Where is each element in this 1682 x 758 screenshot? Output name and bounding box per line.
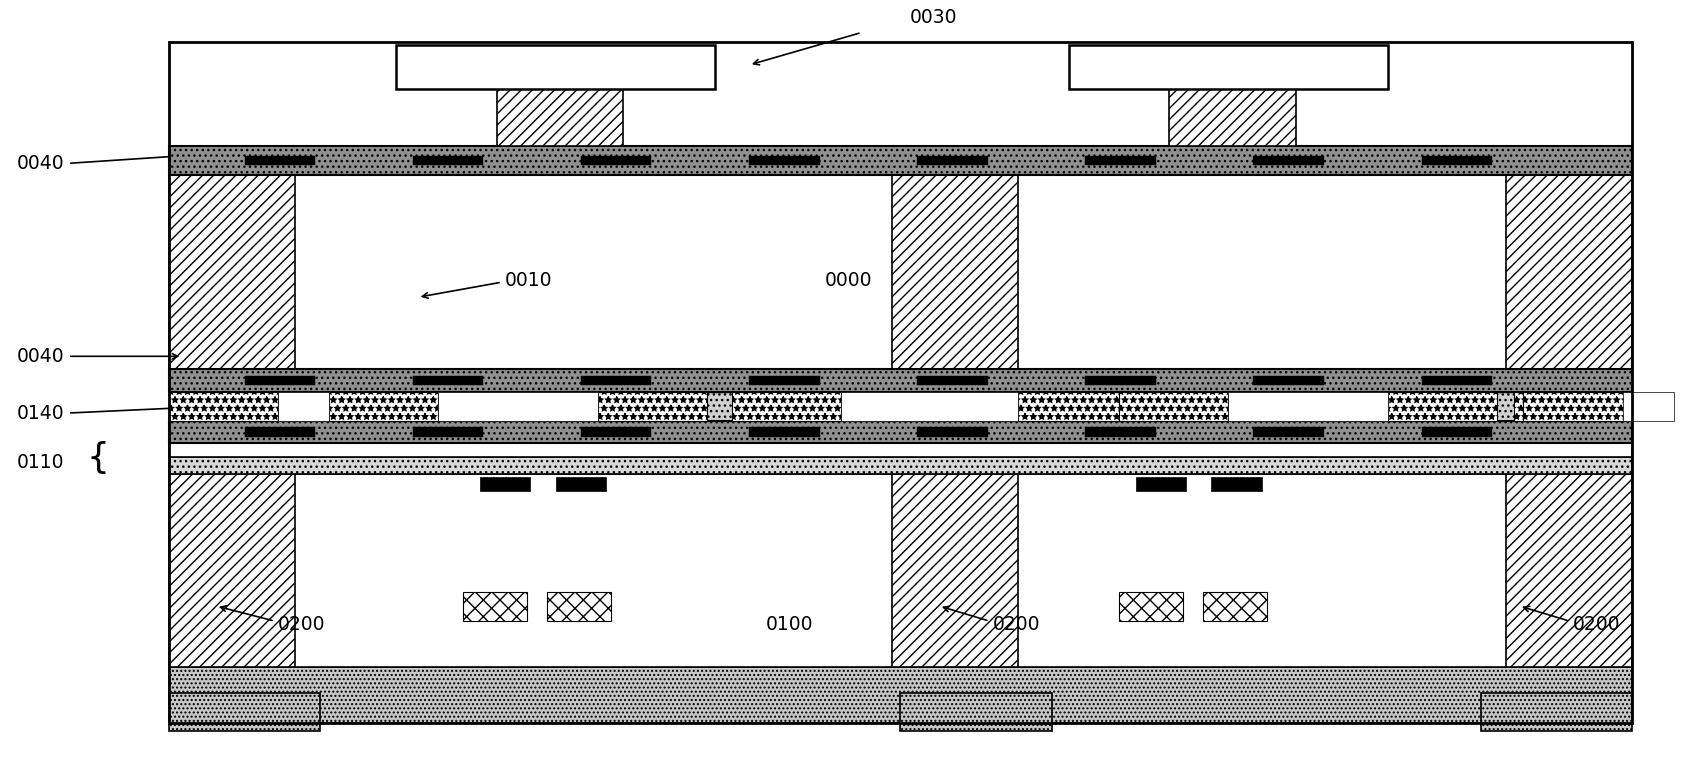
Bar bbox=[917, 376, 987, 385]
Bar bbox=[555, 478, 606, 491]
Bar bbox=[748, 428, 819, 437]
Bar bbox=[891, 174, 1018, 369]
Bar bbox=[244, 428, 315, 437]
Bar bbox=[580, 156, 651, 165]
Bar bbox=[244, 376, 315, 385]
Bar bbox=[412, 156, 483, 165]
Text: 0110: 0110 bbox=[17, 453, 64, 471]
Text: 0010: 0010 bbox=[505, 271, 552, 290]
Bar bbox=[900, 693, 1051, 731]
Bar bbox=[278, 392, 328, 421]
Bar bbox=[597, 392, 706, 421]
Bar bbox=[917, 156, 987, 165]
Bar bbox=[547, 592, 611, 621]
Bar bbox=[580, 428, 651, 437]
Bar bbox=[1068, 45, 1388, 89]
Bar bbox=[168, 392, 1632, 421]
Bar bbox=[1388, 392, 1497, 421]
Bar bbox=[748, 376, 819, 385]
Bar bbox=[1211, 478, 1262, 491]
Bar bbox=[1135, 478, 1186, 491]
Bar bbox=[168, 443, 1632, 457]
Bar bbox=[1421, 156, 1492, 165]
Bar bbox=[328, 392, 437, 421]
Bar bbox=[1514, 392, 1623, 421]
Bar bbox=[168, 369, 1632, 392]
Bar bbox=[917, 428, 987, 437]
Bar bbox=[168, 474, 294, 666]
Text: 0030: 0030 bbox=[910, 8, 957, 27]
Bar bbox=[1253, 156, 1324, 165]
Bar bbox=[395, 45, 715, 89]
Bar bbox=[1085, 428, 1156, 437]
Text: 0200: 0200 bbox=[278, 615, 325, 634]
Bar bbox=[1253, 428, 1324, 437]
Bar bbox=[168, 421, 1632, 443]
Bar bbox=[1421, 376, 1492, 385]
Bar bbox=[412, 428, 483, 437]
Bar bbox=[412, 376, 483, 385]
Bar bbox=[168, 666, 1632, 723]
Bar bbox=[1253, 376, 1324, 385]
Bar bbox=[168, 474, 1632, 666]
Bar bbox=[168, 457, 1632, 474]
Text: 0200: 0200 bbox=[1573, 615, 1620, 634]
Bar bbox=[479, 478, 530, 491]
Bar bbox=[580, 376, 651, 385]
Bar bbox=[1505, 474, 1632, 666]
Bar bbox=[1623, 392, 1674, 421]
Bar bbox=[748, 156, 819, 165]
Bar bbox=[1085, 156, 1156, 165]
Bar bbox=[1018, 392, 1127, 421]
Bar bbox=[168, 174, 1632, 369]
Text: 0040: 0040 bbox=[17, 347, 64, 366]
Bar bbox=[463, 592, 526, 621]
Bar bbox=[496, 89, 622, 146]
Bar bbox=[168, 693, 320, 731]
Text: {: { bbox=[87, 441, 109, 475]
Bar bbox=[841, 392, 1018, 421]
Bar bbox=[168, 42, 1632, 723]
Bar bbox=[1119, 592, 1182, 621]
Text: 0140: 0140 bbox=[17, 403, 64, 422]
Bar bbox=[437, 392, 597, 421]
Text: 0000: 0000 bbox=[824, 271, 871, 290]
Bar bbox=[168, 174, 294, 369]
Bar bbox=[1522, 392, 1632, 421]
Bar bbox=[1169, 89, 1295, 146]
Bar bbox=[1203, 592, 1267, 621]
Text: 0100: 0100 bbox=[765, 615, 812, 634]
Bar bbox=[1119, 392, 1228, 421]
Bar bbox=[1505, 174, 1632, 369]
Bar bbox=[891, 474, 1018, 666]
Bar bbox=[1085, 376, 1156, 385]
Text: 0040: 0040 bbox=[17, 154, 64, 173]
Bar bbox=[168, 146, 1632, 174]
Text: 0200: 0200 bbox=[992, 615, 1039, 634]
Bar bbox=[1480, 693, 1632, 731]
Bar bbox=[1228, 392, 1388, 421]
Bar bbox=[244, 156, 315, 165]
Bar bbox=[732, 392, 841, 421]
Bar bbox=[168, 392, 278, 421]
Bar bbox=[1421, 428, 1492, 437]
